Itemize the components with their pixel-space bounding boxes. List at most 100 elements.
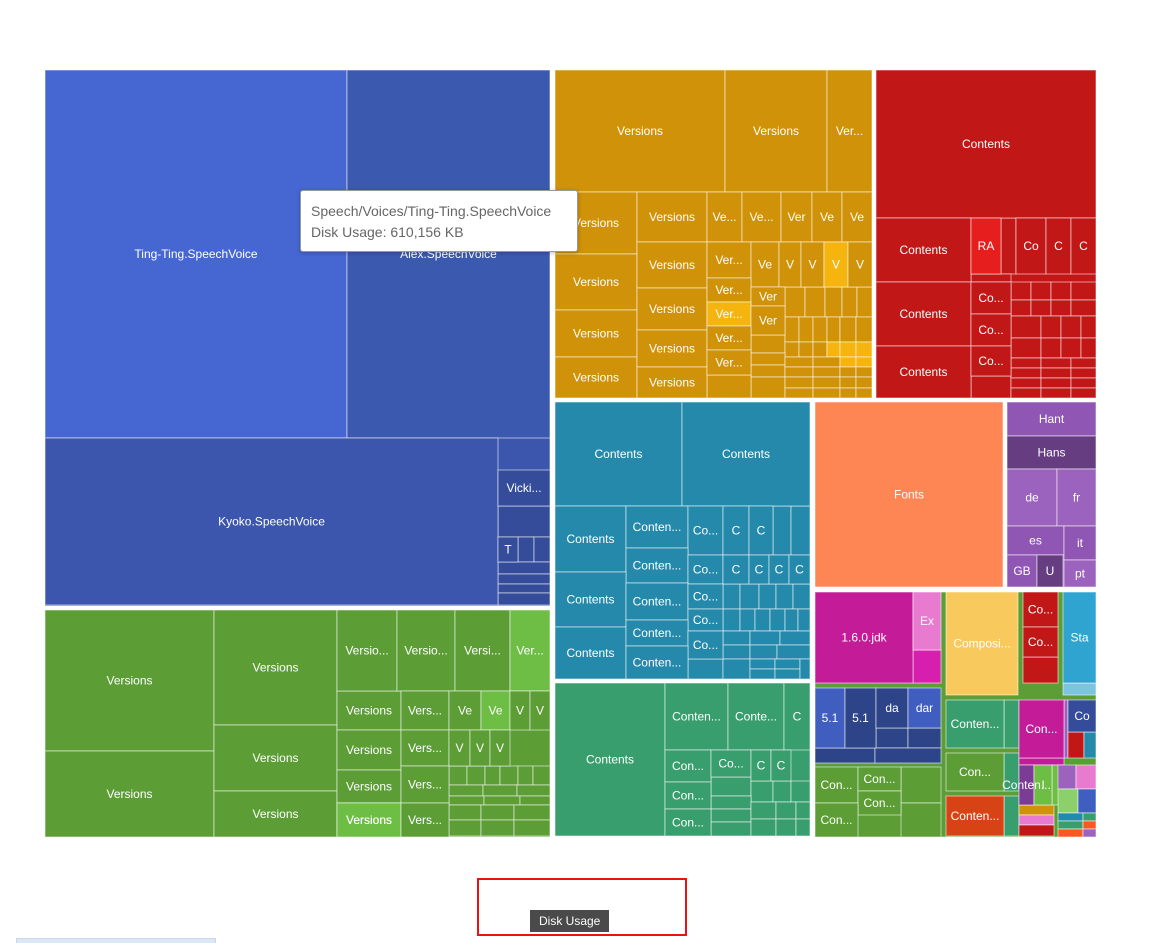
- treemap-tile[interactable]: [855, 356, 873, 368]
- treemap-tile[interactable]: [749, 630, 781, 646]
- treemap-tile[interactable]: [750, 801, 777, 820]
- treemap-tile[interactable]: [517, 536, 535, 563]
- treemap-tile[interactable]: [1057, 812, 1084, 822]
- treemap-tile[interactable]: [1018, 757, 1065, 766]
- treemap-tile[interactable]: [1077, 788, 1097, 814]
- treemap-tile[interactable]: [750, 305, 786, 336]
- treemap-tile[interactable]: [706, 374, 752, 399]
- treemap-tile[interactable]: [336, 609, 398, 692]
- treemap-tile[interactable]: [1040, 367, 1072, 379]
- treemap-tile[interactable]: [1010, 387, 1042, 399]
- treemap-tile[interactable]: [970, 375, 1012, 399]
- treemap-tile[interactable]: [1003, 752, 1020, 792]
- treemap-tile[interactable]: [722, 554, 750, 585]
- treemap-tile[interactable]: [1082, 820, 1097, 830]
- treemap-tile[interactable]: [213, 609, 338, 726]
- treemap-tile[interactable]: [1070, 299, 1097, 317]
- treemap-tile[interactable]: [497, 592, 551, 606]
- treemap-tile[interactable]: [664, 781, 712, 810]
- treemap-tile[interactable]: [772, 505, 792, 556]
- treemap-tile[interactable]: [1010, 299, 1032, 317]
- treemap-tile[interactable]: [497, 536, 519, 563]
- treemap-tile[interactable]: [795, 801, 811, 820]
- treemap-tile[interactable]: [857, 790, 902, 816]
- treemap-tile[interactable]: [1080, 315, 1097, 339]
- treemap-tile[interactable]: [739, 583, 760, 610]
- treemap-tile[interactable]: [784, 356, 814, 368]
- treemap-tile[interactable]: [710, 808, 752, 823]
- treemap-tile[interactable]: [400, 802, 450, 838]
- treemap-tile[interactable]: [483, 795, 521, 806]
- treemap-tile[interactable]: [706, 241, 752, 279]
- treemap-tile[interactable]: [1018, 804, 1055, 816]
- treemap-tile[interactable]: [681, 401, 811, 507]
- treemap-tile[interactable]: [812, 366, 841, 378]
- treemap-tile[interactable]: [454, 609, 511, 692]
- treemap-tile[interactable]: [554, 505, 627, 573]
- treemap-tile[interactable]: [1033, 764, 1053, 806]
- treemap-tile[interactable]: [400, 729, 450, 767]
- treemap-tile[interactable]: [1010, 337, 1042, 359]
- treemap-tile[interactable]: [213, 724, 338, 792]
- treemap-tile[interactable]: [482, 784, 518, 797]
- treemap-tile[interactable]: [497, 561, 551, 575]
- treemap-tile[interactable]: [1003, 795, 1020, 837]
- treemap-tile[interactable]: [1083, 731, 1097, 759]
- treemap-tile[interactable]: [1062, 682, 1097, 696]
- treemap-tile[interactable]: [847, 241, 873, 288]
- treemap-tile[interactable]: [706, 349, 752, 376]
- treemap-tile[interactable]: [687, 505, 724, 556]
- treemap-tile[interactable]: [1080, 337, 1097, 359]
- treemap-tile[interactable]: [722, 658, 751, 680]
- treemap-tile[interactable]: [724, 69, 828, 193]
- treemap-tile[interactable]: [400, 690, 450, 731]
- treemap-tile[interactable]: [770, 749, 792, 782]
- treemap-tile[interactable]: [823, 241, 849, 288]
- treemap-tile[interactable]: [783, 682, 811, 751]
- treemap-tile[interactable]: [841, 191, 873, 243]
- treemap-tile[interactable]: [1056, 468, 1097, 527]
- treemap-tile[interactable]: [1010, 357, 1042, 369]
- treemap-tile[interactable]: [1010, 377, 1042, 389]
- treemap-tile[interactable]: [784, 286, 806, 318]
- treemap-tile[interactable]: [44, 69, 348, 439]
- treemap-tile[interactable]: [750, 241, 780, 288]
- treemap-tile[interactable]: [687, 554, 724, 585]
- treemap-tile[interactable]: [839, 316, 857, 343]
- treemap-tile[interactable]: [722, 583, 741, 610]
- treemap-tile[interactable]: [812, 341, 828, 358]
- treemap-tile[interactable]: [790, 505, 811, 556]
- treemap-tile[interactable]: [513, 804, 551, 821]
- treemap-tile[interactable]: [1057, 764, 1077, 790]
- treemap-tile[interactable]: [839, 387, 857, 399]
- treemap-tile[interactable]: [497, 505, 551, 538]
- treemap-tile[interactable]: [1022, 591, 1059, 628]
- treemap-tile[interactable]: [1057, 828, 1084, 838]
- treemap-tile[interactable]: [448, 784, 484, 797]
- treemap-tile[interactable]: [750, 376, 786, 399]
- treemap-tile[interactable]: [748, 554, 770, 585]
- treemap-tile[interactable]: [1030, 299, 1052, 317]
- treemap-tile[interactable]: [780, 191, 813, 243]
- treemap-tile[interactable]: [814, 687, 846, 749]
- treemap-tile[interactable]: [636, 191, 708, 243]
- treemap-tile[interactable]: [970, 281, 1012, 315]
- treemap-tile[interactable]: [1050, 281, 1072, 301]
- treemap-tile[interactable]: [900, 766, 942, 804]
- treemap-tile[interactable]: [907, 687, 942, 729]
- treemap-tile[interactable]: [44, 609, 215, 752]
- breadcrumb-item-root[interactable]: Disk Usage: [530, 910, 610, 932]
- treemap-tile[interactable]: [336, 690, 402, 731]
- treemap-tile[interactable]: [875, 345, 972, 399]
- treemap-tile[interactable]: [1006, 401, 1097, 437]
- treemap-tile[interactable]: [775, 583, 794, 610]
- treemap-tile[interactable]: [448, 765, 468, 786]
- treemap-tile[interactable]: [625, 547, 689, 584]
- treemap-tile[interactable]: [1057, 820, 1084, 830]
- treemap-tile[interactable]: [336, 802, 402, 838]
- treemap-tile[interactable]: [497, 573, 551, 585]
- treemap-tile[interactable]: [489, 729, 511, 767]
- treemap-tile[interactable]: [797, 608, 811, 632]
- treemap-tile[interactable]: [664, 682, 729, 751]
- treemap-tile[interactable]: [625, 645, 689, 680]
